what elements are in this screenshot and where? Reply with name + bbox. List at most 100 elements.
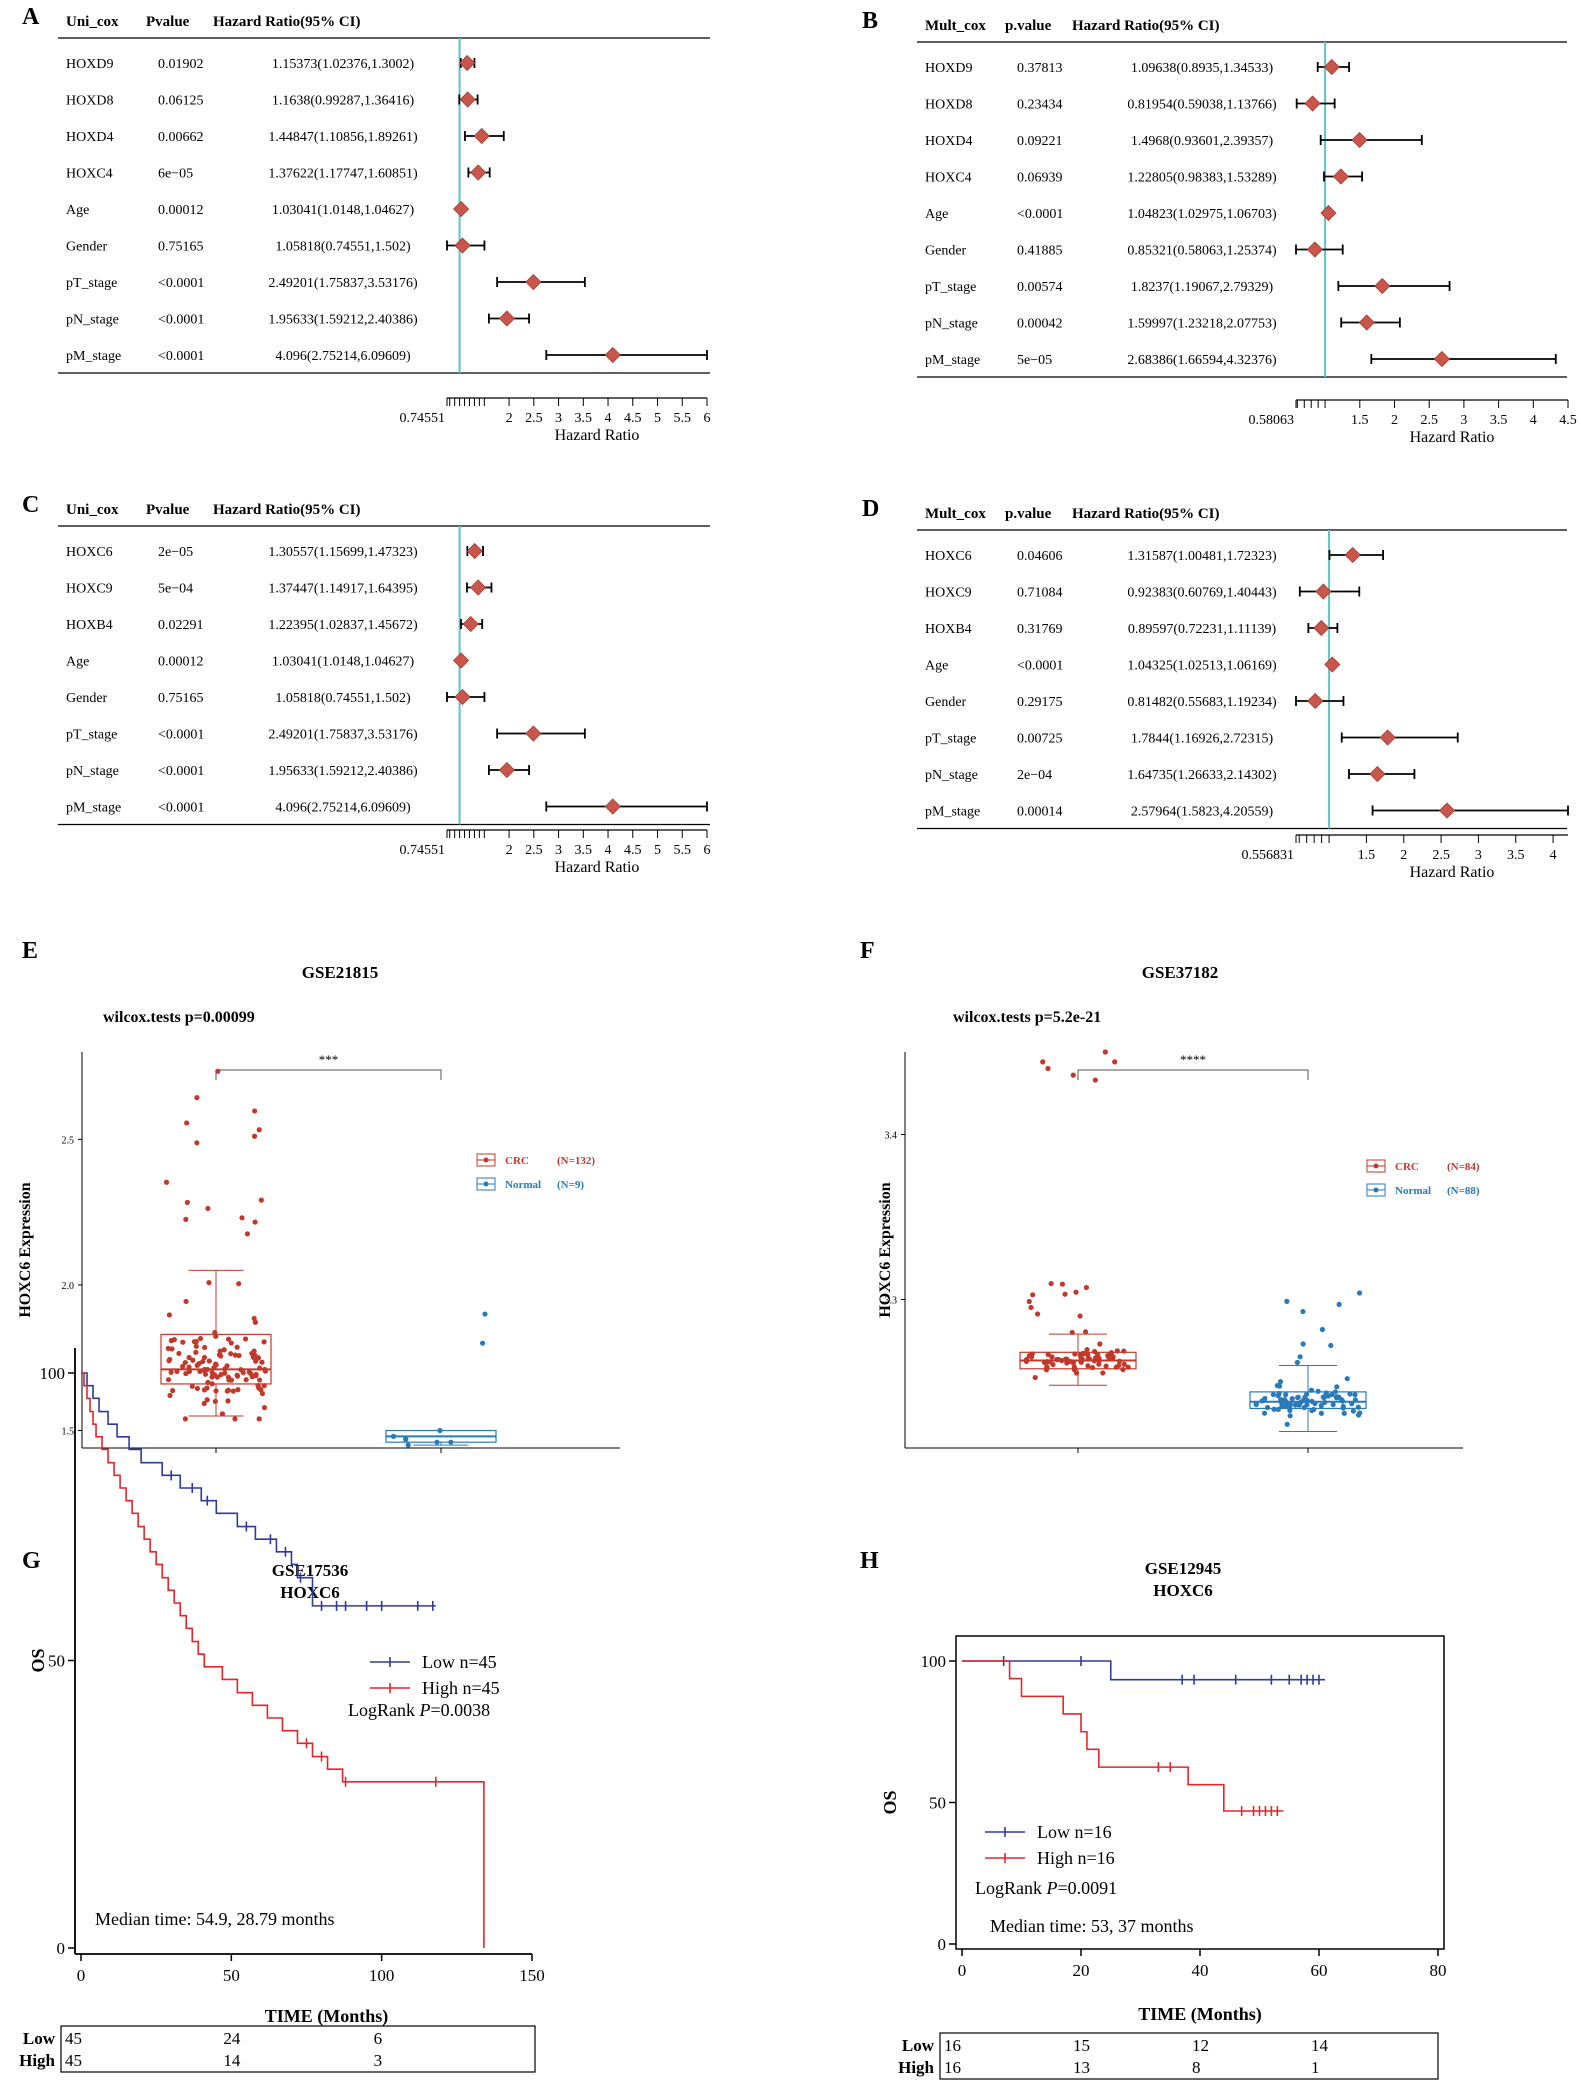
- hr-ci-text: 1.03041(1.0148,1.04627): [272, 203, 415, 218]
- data-point: [250, 1354, 256, 1360]
- hr-diamond: [1306, 241, 1323, 258]
- risk-count: 24: [223, 2029, 241, 2048]
- p-value: 2e−05: [158, 545, 193, 560]
- hr-ci-text: 1.44847(1.10856,1.89261): [268, 130, 418, 145]
- x-tick-label: 3: [1460, 413, 1467, 428]
- data-point: [201, 1400, 207, 1407]
- data-point: [1023, 1358, 1030, 1364]
- data-point: [183, 1216, 189, 1223]
- data-point: [1318, 1410, 1324, 1416]
- data-point: [1283, 1392, 1289, 1398]
- data-point: [213, 1362, 219, 1368]
- data-point: [239, 1215, 245, 1221]
- data-point: [201, 1366, 208, 1373]
- forest-plot-a: A Uni_cox Pvalue Hazard Ratio(95% CI) HOXD9 0…: [22, 4, 711, 444]
- data-point: [189, 1383, 195, 1389]
- hr-ci-text: 2.49201(1.75837,3.53176): [268, 276, 418, 291]
- test-result: wilcox.tests p=0.00099: [103, 1009, 255, 1026]
- legend-n: (N=9): [557, 1179, 584, 1191]
- table-header: Pvalue: [146, 502, 190, 518]
- chart-title: GSE12945: [1145, 1559, 1222, 1578]
- data-point: [186, 1368, 192, 1375]
- data-point: [434, 1439, 440, 1445]
- hr-ci-text: 1.15373(1.02376,1.3002): [272, 57, 415, 72]
- x-tick-label: 3: [555, 411, 562, 426]
- data-point: [1277, 1379, 1284, 1385]
- table-header: Uni_cox: [66, 502, 119, 518]
- x-tick-label: 2.5: [1420, 413, 1438, 428]
- p-value: 0.31769: [1017, 622, 1063, 637]
- p-value: 0.00574: [1017, 280, 1063, 295]
- data-point: [174, 1368, 180, 1375]
- variable-name: HOXB4: [925, 622, 972, 637]
- panel-label: E: [22, 938, 38, 964]
- risk-count: 13: [1073, 2058, 1090, 2077]
- p-value: 0.29175: [1017, 695, 1063, 710]
- data-point: [1048, 1280, 1054, 1287]
- data-point: [1304, 1402, 1310, 1408]
- legend-normal: Normal (N=88): [1366, 1183, 1480, 1197]
- data-point: [232, 1352, 238, 1358]
- x-tick-label: 0.74551: [400, 843, 446, 858]
- data-point: [214, 1374, 220, 1380]
- risk-count: 3: [374, 2051, 383, 2070]
- data-point: [262, 1366, 268, 1373]
- legend-label: Low n=16: [1037, 1822, 1112, 1842]
- data-point: [479, 1340, 486, 1346]
- panel-label: H: [860, 1548, 879, 1574]
- risk-table-frame: [60, 2025, 536, 2073]
- hr-ci-text: 1.05818(0.74551,1.502): [275, 691, 411, 706]
- forest-plot-d: D Mult_cox p.value Hazard Ratio(95% CI) HOXC…: [862, 496, 1569, 881]
- variable-name: Gender: [925, 695, 967, 710]
- data-point: [193, 1349, 199, 1355]
- y-tick-label: 1.5: [62, 1427, 75, 1438]
- p-value: <0.0001: [1017, 207, 1063, 222]
- data-point: [1078, 1354, 1084, 1361]
- data-point: [259, 1359, 265, 1365]
- legend-key-point: [483, 1157, 489, 1163]
- data-point: [1102, 1049, 1108, 1055]
- data-point: [1300, 1341, 1306, 1347]
- hr-ci-text: 4.096(2.75214,6.09609): [275, 349, 411, 364]
- data-point: [1073, 1289, 1079, 1295]
- hr-ci-text: 0.85321(0.58063,1.25374): [1127, 244, 1277, 259]
- data-point: [166, 1377, 172, 1383]
- variable-name: pN_stage: [66, 764, 119, 779]
- legend-key-point: [483, 1181, 489, 1187]
- data-point: [482, 1311, 488, 1317]
- data-point: [1103, 1363, 1109, 1369]
- hr-ci-text: 1.04823(1.02975,1.06703): [1127, 207, 1277, 222]
- group-crc: [160, 1068, 272, 1422]
- legend-label: High n=45: [422, 1678, 500, 1698]
- data-point: [1315, 1388, 1321, 1394]
- variable-name: HOXC4: [66, 167, 113, 182]
- hr-ci-text: 1.30557(1.15699,1.47323): [268, 545, 418, 560]
- data-point: [1045, 1065, 1051, 1072]
- group-normal: [385, 1311, 497, 1448]
- data-point: [182, 1359, 188, 1366]
- variable-name: pN_stage: [925, 317, 978, 332]
- group-normal: [1249, 1290, 1367, 1432]
- data-point: [1083, 1284, 1090, 1291]
- data-point: [1059, 1281, 1066, 1287]
- data-point: [218, 1353, 224, 1359]
- p-value: <0.0001: [158, 801, 204, 816]
- p-value: <0.0001: [158, 728, 204, 743]
- hr-diamond: [1323, 58, 1340, 76]
- data-point: [1253, 1401, 1259, 1407]
- legend-key-point: [1373, 1187, 1379, 1193]
- p-value: 0.06125: [158, 94, 204, 109]
- data-point: [171, 1337, 177, 1343]
- data-point: [200, 1358, 206, 1365]
- p-value: 5e−04: [158, 582, 193, 597]
- data-point: [1294, 1359, 1300, 1366]
- risk-count: 45: [65, 2051, 82, 2070]
- p-value: <0.0001: [158, 313, 204, 328]
- data-point: [248, 1370, 254, 1377]
- data-point: [257, 1365, 263, 1371]
- data-point: [1287, 1413, 1293, 1419]
- x-tick-label: 2.5: [1432, 848, 1450, 863]
- risk-count: 45: [65, 2029, 82, 2048]
- variable-name: HOXD9: [66, 57, 113, 72]
- x-tick-label: 5: [654, 843, 661, 858]
